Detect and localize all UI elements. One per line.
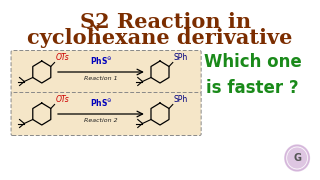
FancyBboxPatch shape — [11, 93, 201, 136]
Text: Which one
is faster ?: Which one is faster ? — [204, 53, 301, 97]
Text: 2 Reaction in: 2 Reaction in — [95, 12, 251, 32]
Text: Reaction 1: Reaction 1 — [84, 76, 118, 81]
Text: S: S — [80, 12, 95, 32]
Circle shape — [285, 145, 309, 171]
FancyBboxPatch shape — [11, 51, 201, 93]
Text: Reaction 2: Reaction 2 — [84, 118, 118, 123]
Text: PhS$^{\ominus}$: PhS$^{\ominus}$ — [90, 56, 112, 67]
Text: OTs: OTs — [56, 53, 69, 62]
Text: N: N — [89, 21, 99, 33]
Text: SPh: SPh — [174, 94, 188, 103]
Text: G: G — [293, 153, 301, 163]
Text: cyclohexane derivative: cyclohexane derivative — [27, 28, 293, 48]
Text: OTs: OTs — [56, 94, 69, 103]
Text: PhS$^{\ominus}$: PhS$^{\ominus}$ — [90, 98, 112, 109]
Text: SPh: SPh — [174, 53, 188, 62]
